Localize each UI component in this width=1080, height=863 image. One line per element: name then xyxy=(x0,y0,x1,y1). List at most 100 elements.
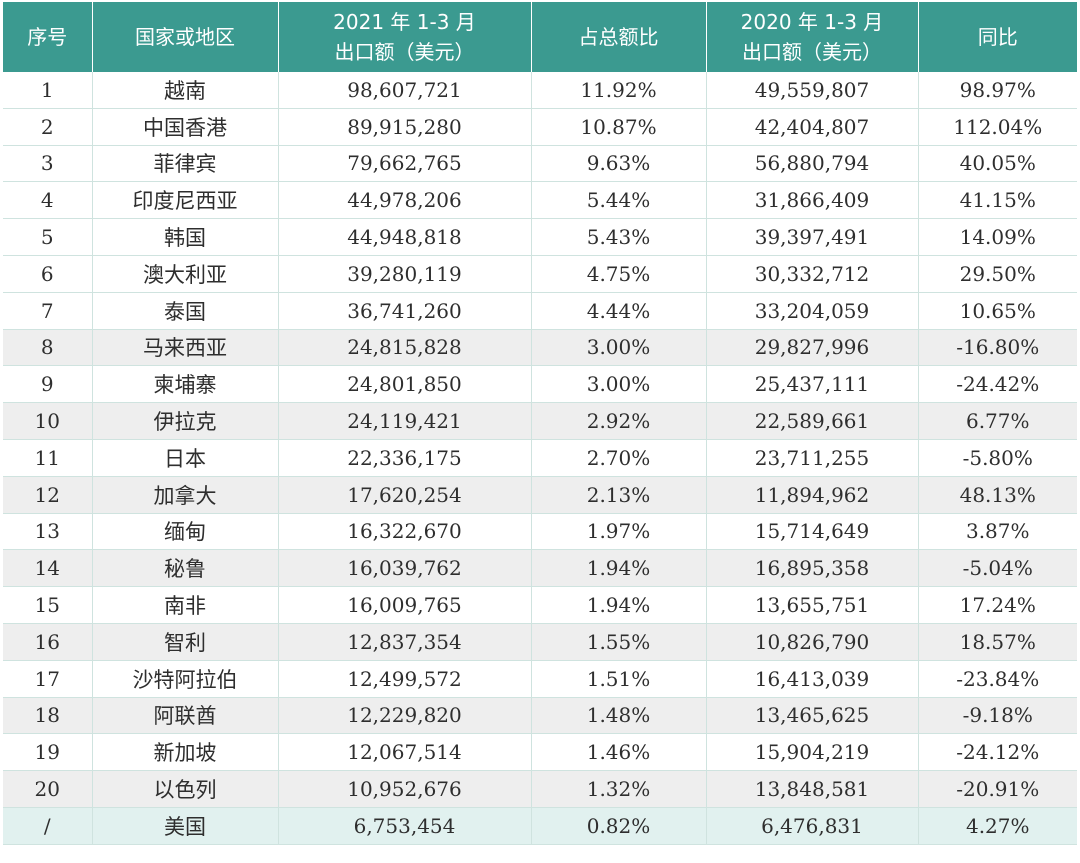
row-export-2021: 44,948,818 xyxy=(277,218,531,256)
row-yoy: -16.80% xyxy=(917,329,1077,367)
row-share: 1.97% xyxy=(530,513,706,551)
row-export-2020: 29,827,996 xyxy=(705,329,918,367)
table-header-row: 序号 国家或地区 2021 年 1-3 月 出口额（美元） 占总额比 2020 … xyxy=(3,2,1077,72)
row-country: 缅甸 xyxy=(91,513,278,551)
table-row: 7 泰国 36,741,260 4.44% 33,204,059 10.65% xyxy=(3,292,1077,330)
row-share: 2.70% xyxy=(530,439,706,477)
row-export-2021: 16,039,762 xyxy=(277,549,531,588)
row-share: 2.13% xyxy=(530,476,706,514)
row-export-2021: 24,815,828 xyxy=(277,329,531,367)
row-export-2021: 24,119,421 xyxy=(277,402,531,440)
row-share: 0.82% xyxy=(530,807,706,845)
row-export-2021: 6,753,454 xyxy=(277,807,531,845)
row-export-2021: 39,280,119 xyxy=(277,255,531,293)
row-export-2020: 39,397,491 xyxy=(705,218,918,256)
table-row: 4 印度尼西亚 44,978,206 5.44% 31,866,409 41.15% xyxy=(3,181,1077,220)
row-share: 1.55% xyxy=(530,623,706,661)
row-yoy: -5.80% xyxy=(917,439,1077,477)
table-row: 5 韩国 44,948,818 5.43% 39,397,491 14.09% xyxy=(3,218,1077,256)
table-row: 13 缅甸 16,322,670 1.97% 15,714,649 3.87% xyxy=(3,513,1077,551)
row-country: 柬埔寨 xyxy=(91,365,278,404)
row-yoy: 10.65% xyxy=(917,292,1077,330)
table-row: 17 沙特阿拉伯 12,499,572 1.51% 16,413,039 -23.84% xyxy=(3,660,1077,698)
row-export-2021: 16,322,670 xyxy=(277,513,531,551)
row-export-2020: 10,826,790 xyxy=(705,623,918,661)
table-row: 16 智利 12,837,354 1.55% 10,826,790 18.57% xyxy=(3,623,1077,661)
row-share: 10.87% xyxy=(530,108,706,146)
row-index: 15 xyxy=(3,586,92,624)
row-export-2021: 22,336,175 xyxy=(277,439,531,477)
header-yoy: 同比 xyxy=(917,2,1077,72)
row-country: 伊拉克 xyxy=(91,402,278,440)
table-row: 6 澳大利亚 39,280,119 4.75% 30,332,712 29.50% xyxy=(3,255,1077,293)
row-index: 16 xyxy=(3,623,92,661)
row-share: 1.94% xyxy=(530,586,706,624)
row-export-2020: 13,848,581 xyxy=(705,770,918,808)
table-row: 18 阿联酋 12,229,820 1.48% 13,465,625 -9.18% xyxy=(3,697,1077,735)
header-index: 序号 xyxy=(3,2,92,72)
row-index: 19 xyxy=(3,733,92,772)
row-share: 1.51% xyxy=(530,660,706,698)
row-export-2021: 12,499,572 xyxy=(277,660,531,698)
header-export-2021: 2021 年 1-3 月 出口额（美元） xyxy=(277,2,531,72)
row-export-2020: 15,714,649 xyxy=(705,513,918,551)
table-row: 15 南非 16,009,765 1.94% 13,655,751 17.24% xyxy=(3,586,1077,624)
row-index: 13 xyxy=(3,513,92,551)
row-export-2020: 16,895,358 xyxy=(705,549,918,588)
row-index: / xyxy=(3,807,92,845)
row-country: 马来西亚 xyxy=(91,329,278,367)
row-index: 5 xyxy=(3,218,92,256)
row-share: 5.43% xyxy=(530,218,706,256)
table-row: 2 中国香港 89,915,280 10.87% 42,404,807 112.04% xyxy=(3,108,1077,146)
table-row: 8 马来西亚 24,815,828 3.00% 29,827,996 -16.80% xyxy=(3,329,1077,367)
row-country: 秘鲁 xyxy=(91,549,278,588)
row-country: 美国 xyxy=(91,807,278,845)
row-export-2020: 33,204,059 xyxy=(705,292,918,330)
row-share: 1.94% xyxy=(530,549,706,588)
row-export-2020: 6,476,831 xyxy=(705,807,918,845)
row-index: 20 xyxy=(3,770,92,808)
row-country: 以色列 xyxy=(91,770,278,808)
row-index: 18 xyxy=(3,697,92,735)
row-yoy: -9.18% xyxy=(917,697,1077,735)
row-index: 2 xyxy=(3,108,92,146)
row-country: 中国香港 xyxy=(91,108,278,146)
table-row: 10 伊拉克 24,119,421 2.92% 22,589,661 6.77% xyxy=(3,402,1077,440)
row-country: 沙特阿拉伯 xyxy=(91,660,278,698)
row-index: 6 xyxy=(3,255,92,293)
row-export-2020: 49,559,807 xyxy=(705,72,918,109)
row-share: 1.48% xyxy=(530,697,706,735)
row-country: 越南 xyxy=(91,72,278,109)
row-country: 澳大利亚 xyxy=(91,255,278,293)
row-yoy: 41.15% xyxy=(917,181,1077,220)
row-export-2020: 56,880,794 xyxy=(705,145,918,183)
row-index: 4 xyxy=(3,181,92,220)
row-country: 泰国 xyxy=(91,292,278,330)
table-row: 20 以色列 10,952,676 1.32% 13,848,581 -20.91% xyxy=(3,770,1077,808)
row-export-2021: 79,662,765 xyxy=(277,145,531,183)
row-index: 11 xyxy=(3,439,92,477)
row-yoy: -20.91% xyxy=(917,770,1077,808)
header-export-2020-line2: 出口额（美元） xyxy=(742,40,882,64)
header-export-2020: 2020 年 1-3 月 出口额（美元） xyxy=(705,2,918,72)
row-country: 印度尼西亚 xyxy=(91,181,278,220)
row-export-2020: 16,413,039 xyxy=(705,660,918,698)
row-export-2020: 31,866,409 xyxy=(705,181,918,220)
row-yoy: 6.77% xyxy=(917,402,1077,440)
row-share: 9.63% xyxy=(530,145,706,183)
row-export-2021: 98,607,721 xyxy=(277,72,531,109)
row-export-2021: 16,009,765 xyxy=(277,586,531,624)
row-export-2021: 36,741,260 xyxy=(277,292,531,330)
table-row: 9 柬埔寨 24,801,850 3.00% 25,437,111 -24.42% xyxy=(3,365,1077,404)
row-country: 智利 xyxy=(91,623,278,661)
row-yoy: -24.42% xyxy=(917,365,1077,404)
row-yoy: 3.87% xyxy=(917,513,1077,551)
row-yoy: -24.12% xyxy=(917,733,1077,772)
row-country: 菲律宾 xyxy=(91,145,278,183)
header-export-2021-line1: 2021 年 1-3 月 xyxy=(333,10,476,34)
row-export-2020: 13,655,751 xyxy=(705,586,918,624)
table-row: 1 越南 98,607,721 11.92% 49,559,807 98.97% xyxy=(3,72,1077,109)
row-yoy: 98.97% xyxy=(917,72,1077,109)
row-country: 日本 xyxy=(91,439,278,477)
row-yoy: 17.24% xyxy=(917,586,1077,624)
